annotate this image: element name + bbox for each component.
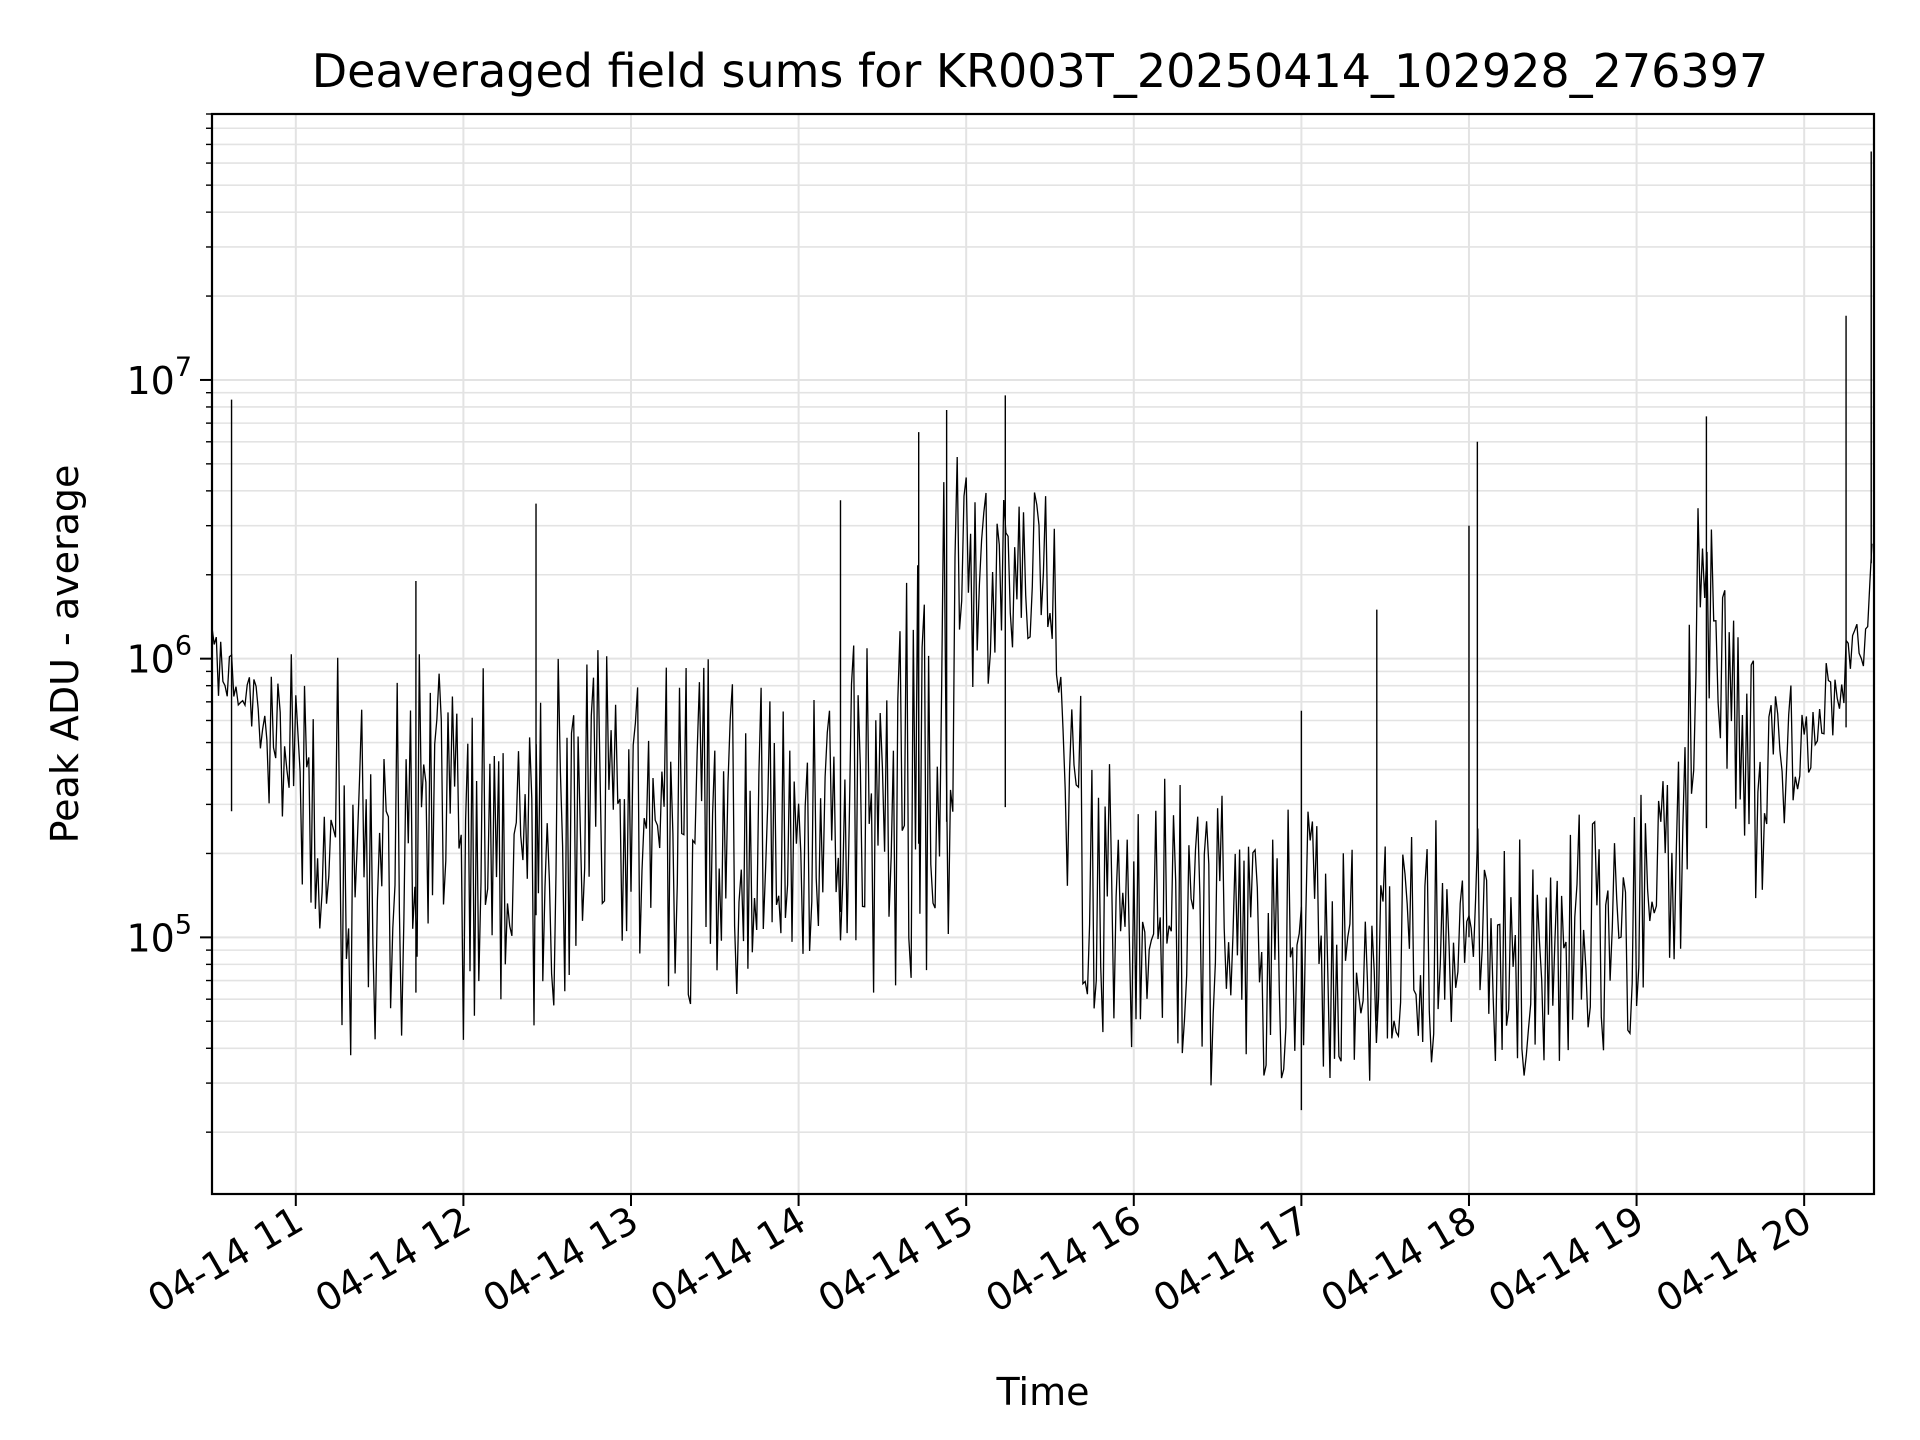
data-series	[211, 151, 1873, 1111]
y-tick-label: 105	[126, 909, 192, 960]
y-tick-label: 106	[126, 631, 192, 682]
plot-frame	[210, 112, 1876, 1196]
y-tick-label: 107	[126, 352, 192, 403]
y-axis: 105 106 107	[126, 113, 212, 1133]
chart-title: Deaveraged field sums for KR003T_2025041…	[312, 44, 1768, 98]
series-line	[211, 456, 1873, 1086]
x-axis-label: Time	[996, 1370, 1090, 1414]
y-axis-label: Peak ADU - average	[43, 465, 87, 844]
